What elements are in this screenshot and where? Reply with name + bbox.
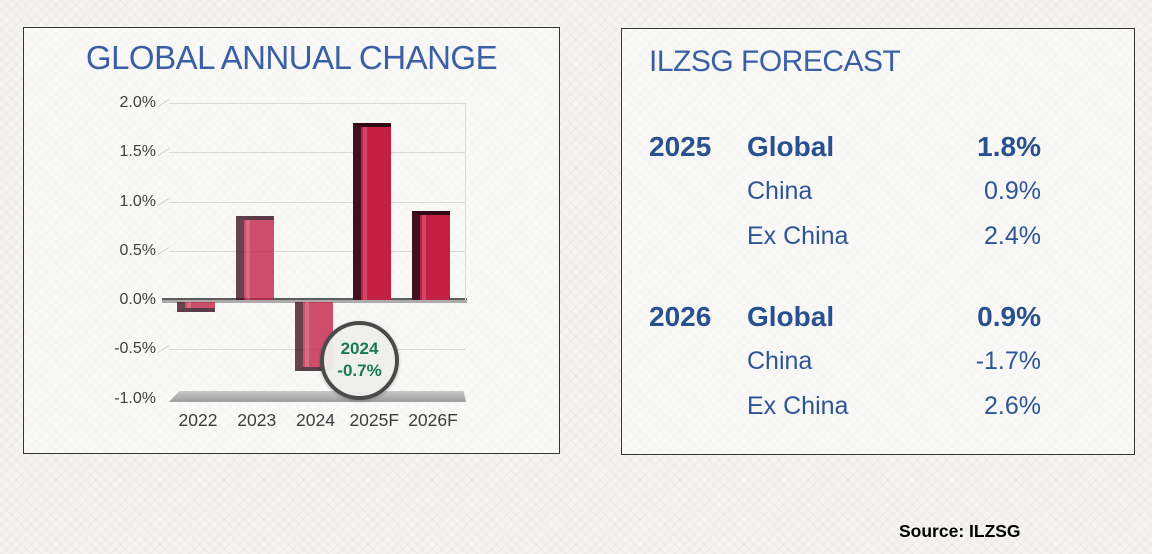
forecast-label: China xyxy=(747,177,813,205)
forecast-value: 0.9% xyxy=(977,300,1041,332)
x-axis-zero-line xyxy=(162,298,467,303)
bar-chart: 2024 -0.7% 2.0% 1.5% 1.0% 0.5% 0.0% -0.5% -1.0… xyxy=(24,28,559,453)
global-annual-change-panel: GLOBAL ANNUAL CHANGE 2024 -0.7% 2.0% 1.5%… xyxy=(23,27,560,454)
forecast-value: 2.4% xyxy=(984,222,1041,250)
forecast-label: China xyxy=(747,347,813,375)
bar-2026F xyxy=(412,211,450,300)
bar-face-highlight xyxy=(187,302,191,308)
x-axis-label-2025F: 2025F xyxy=(349,410,400,430)
x-axis-label-2023: 2023 xyxy=(237,410,277,430)
forecast-value: 2.6% xyxy=(984,392,1041,420)
source-note: Source: ILZSG xyxy=(899,521,1021,541)
forecast-year: 2025 xyxy=(649,130,712,162)
forecast-label: Ex China xyxy=(747,392,849,420)
x-axis-label-2026F: 2026F xyxy=(408,410,458,430)
y-axis-tick-label: -1.0% xyxy=(114,389,156,407)
gridline xyxy=(169,201,465,203)
forecast-label: Ex China xyxy=(747,222,849,250)
ilzsg-forecast-panel: ILZSG FORECAST 2025 Global 1.8% China 0.… xyxy=(621,28,1135,455)
y-axis-tick-label: 2.0% xyxy=(119,94,156,111)
forecast-value: 0.9% xyxy=(984,177,1041,205)
x-axis-label-2022: 2022 xyxy=(178,410,218,430)
forecast-row-2025-global: 2025 Global 1.8% xyxy=(649,124,1041,169)
plot-right-edge xyxy=(465,103,466,300)
chart-title: GLOBAL ANNUAL CHANGE xyxy=(85,39,498,76)
gridline xyxy=(169,250,465,252)
gridline-connector xyxy=(157,197,170,206)
gridline-connector xyxy=(157,148,170,157)
annotation-callout-2024: 2024 -0.7% xyxy=(320,321,399,400)
bar-face-highlight xyxy=(422,215,426,300)
gridline-connector xyxy=(157,246,170,255)
forecast-year: 2026 xyxy=(649,300,712,332)
forecast-row-2025-china: China 0.9% xyxy=(649,169,1041,214)
bar-2022 xyxy=(177,302,215,312)
forecast-row-2026-global: 2026 Global 0.9% xyxy=(649,294,1041,339)
forecast-value: -1.7% xyxy=(975,347,1041,375)
gridline-connector xyxy=(157,345,170,354)
bar-2025F xyxy=(353,122,392,300)
annotation-year: 2024 xyxy=(340,339,379,359)
forecast-value: 1.8% xyxy=(977,130,1041,162)
forecast-table: 2025 Global 1.8% China 0.9% Ex China 2.4… xyxy=(649,124,1041,429)
annotation-value: -0.7% xyxy=(337,361,382,380)
y-axis-tick-label: -0.5% xyxy=(114,340,156,358)
forecast-label: Global xyxy=(747,130,835,162)
bar-face-highlight xyxy=(363,126,368,300)
gridline xyxy=(169,152,465,154)
gridline xyxy=(169,103,465,104)
forecast-label: Global xyxy=(747,300,835,332)
chart-floor xyxy=(169,391,466,402)
y-axis-tick-label: 1.0% xyxy=(119,192,156,210)
forecast-title: ILZSG FORECAST xyxy=(649,45,901,78)
forecast-row-2026-exchina: Ex China 2.6% xyxy=(649,384,1041,429)
forecast-row-2025-exchina: Ex China 2.4% xyxy=(649,214,1041,259)
y-axis-tick-label: 0.0% xyxy=(119,291,156,308)
gridline-connector xyxy=(157,99,170,107)
y-axis-tick-label: 0.5% xyxy=(119,241,156,259)
forecast-row-2026-china: China -1.7% xyxy=(649,339,1041,384)
bar-2023 xyxy=(235,216,274,300)
y-axis-tick-label: 1.5% xyxy=(119,143,156,161)
bar-face-highlight xyxy=(245,220,250,300)
bar-face-highlight xyxy=(304,302,309,367)
x-axis-label-2024: 2024 xyxy=(296,410,335,430)
